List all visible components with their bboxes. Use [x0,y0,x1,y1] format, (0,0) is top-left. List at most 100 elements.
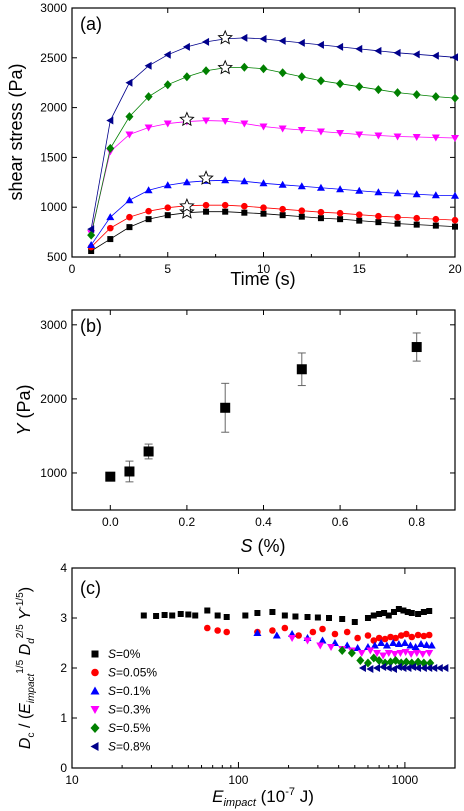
panel-c-point-s3 [366,647,375,655]
panel-a-point-s4 [240,62,249,72]
panel-c-point-s1 [214,627,221,634]
legend-label-var-3: S [108,703,116,717]
panel-c-point-s5 [435,664,443,672]
panel-c-point-s3 [412,650,421,657]
panel-c-xlabel-exp: -7 [285,786,295,798]
panel-a-point-s1 [317,208,325,216]
panel-c-point-s3 [390,651,399,658]
panel-c-point-s1 [397,632,405,639]
panel-a-xlabel: Time (s) [230,269,295,289]
panel-c-point-s2 [318,636,327,644]
panel-a-point-s5 [451,53,458,62]
panel-a-point-s5 [278,36,286,45]
panel-c-ylabel-p15: 1/5 [15,659,26,673]
panel-c-point-s0 [395,606,402,612]
panel-a-ytick-label: 2000 [40,101,67,115]
panel-a-point-s2 [163,181,172,189]
panel-c-point-s0 [408,610,415,616]
panel-a-point-s5 [412,50,420,59]
panel-a-point-s1 [375,212,382,220]
panel-c-point-s3 [418,651,427,658]
legend-marker-0 [91,650,99,658]
panel-a-point-s1 [221,201,229,209]
panel-a-point-s2 [297,182,306,190]
legend-marker-4 [90,723,100,733]
panel-c-point-s2 [382,641,391,649]
panel-c-point-s3 [401,649,410,656]
panel-a-point-s4 [316,76,325,86]
panel-c-point-s0 [404,609,411,615]
panel-c-ylabel-esub: impact [26,672,37,703]
panel-c-point-s0 [385,612,392,619]
panel-a-point-s2 [451,191,459,199]
panel-a-point-s2 [259,179,268,187]
panel-a-point-s1 [107,224,114,232]
panel-c-point-s3 [327,644,336,651]
panel-a-point-s5 [316,40,324,49]
legend-label-var-0: S [108,647,116,661]
legend-label-var-4: S [108,721,116,735]
panel-a-label: (a) [80,14,102,34]
panel-c-point-s0 [415,611,422,617]
panel-b-point-0 [105,471,116,482]
panel-a-point-s0 [279,212,286,219]
panel-a-point-s3 [221,118,230,126]
panel-c-point-s2 [353,644,362,651]
panel-a-point-s5 [182,42,190,51]
panel-b-point-2 [143,446,154,457]
panel-a-point-s5 [87,225,95,234]
panel-a-point-s0 [356,217,363,224]
panel-c-point-s0 [153,613,160,619]
panel-a-point-s1 [394,213,401,221]
panel-c-point-s0 [326,615,333,621]
panel-c-point-s0 [223,614,230,620]
panel-c-point-s0 [390,609,397,615]
panel-a-ytick-label: 1000 [40,200,67,214]
panel-a-point-s5 [163,50,171,59]
panel-c-point-s4 [426,658,435,668]
panel-a-xtick-label: 20 [448,262,462,276]
panel-c-point-s0 [292,613,299,620]
panel-c-point-s3 [379,652,388,660]
panel-a-point-s2 [336,185,345,193]
panel-a-point-s4 [87,230,96,240]
panel-a-point-s3 [412,133,421,141]
panel-a-point-s3 [431,134,440,142]
panel-a-point-s0 [394,220,401,227]
panel-c-label: (c) [80,578,101,598]
legend-label-value-4: =0.5% [116,721,151,735]
panel-a-peak-star-1 [179,198,195,213]
panel-a-point-s5 [355,44,363,53]
panel-a-series-line-3 [90,120,456,234]
panel-c-xlabel-e: E [212,787,224,806]
panel-c-ylabel-csub: c [26,733,37,738]
panel-a-point-s5 [297,38,305,47]
panel-a-point-s0 [432,222,439,229]
panel-a-point-s1 [126,213,133,221]
panel-a-point-s1 [432,215,440,223]
legend-marker-2 [90,686,100,695]
panel-c-legend: S=0%S=0.05%S=0.1%S=0.3%S=0.5%S=0.8% [90,647,157,754]
panel-c-point-s3 [396,650,405,657]
panel-a-ticks: 0 5 10 15 20 500 1000 1500 2000 2500 3000 [40,1,462,276]
panel-a-point-s1 [260,204,267,211]
panel-b: (b) 0.0 0.2 0.4 0.6 0.8 1000 2000 3000 S (%) Y … [14,309,456,556]
panel-c-point-s4 [338,646,347,655]
panel-c-point-s1 [425,631,433,639]
panel-a-point-s4 [182,72,191,82]
panel-b-xtick-label: 0.4 [255,515,272,529]
panel-c-point-s0 [426,608,433,614]
panel-c-point-s3 [288,635,297,642]
panel-a-point-s4 [412,90,421,100]
panel-a-point-s0 [260,210,267,217]
panel-c-point-s1 [364,632,372,639]
panel-c-point-s0 [376,611,383,617]
legend-label-0: S=0% [108,647,141,661]
panel-a-point-s0 [164,212,171,219]
panel-a-point-s2 [221,176,230,184]
panel-c-point-s3 [425,650,434,657]
panel-c-point-s1 [392,634,399,642]
panel-c-point-s4 [347,648,356,658]
panel-a-point-s1 [202,201,210,209]
panel-a-point-s2 [240,177,249,185]
